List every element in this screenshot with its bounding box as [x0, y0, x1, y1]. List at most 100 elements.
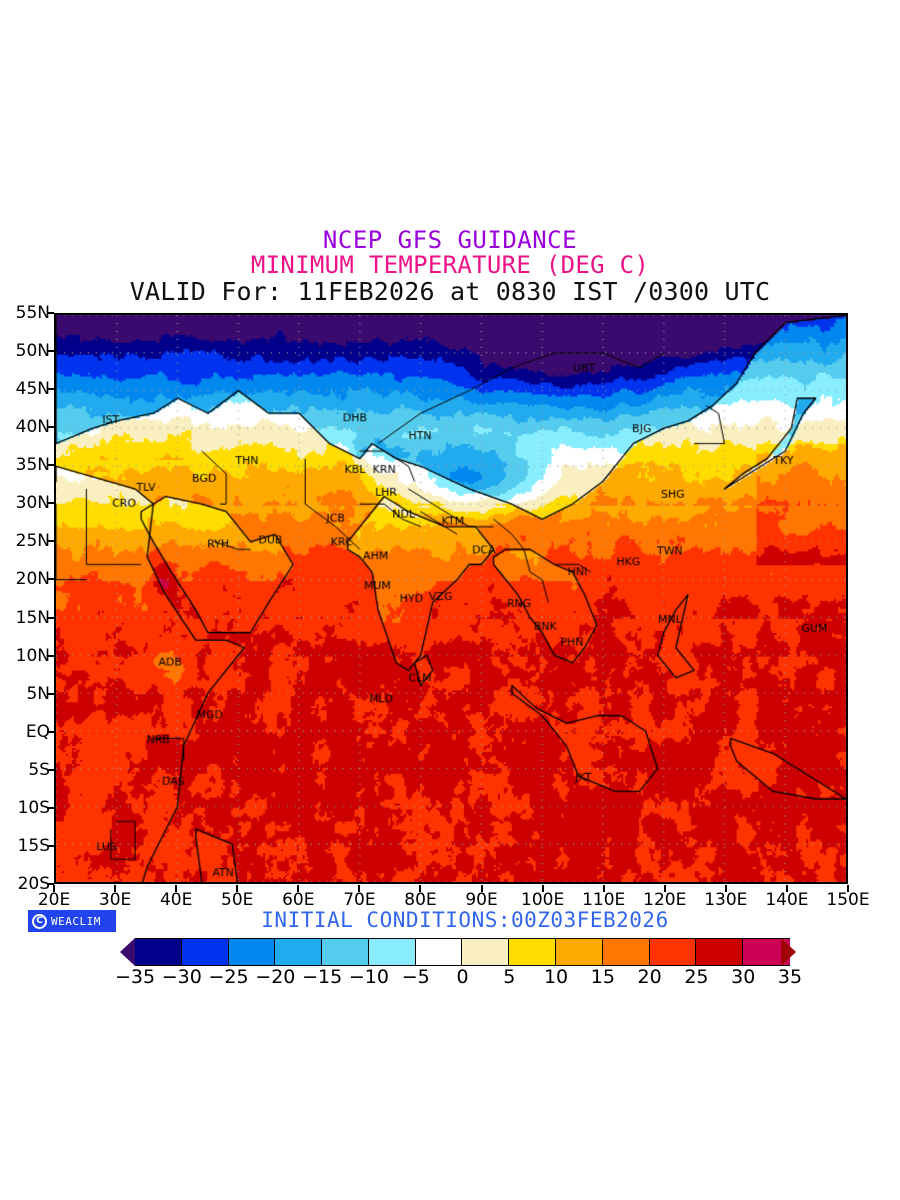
x-axis-label-140E: 140E — [765, 890, 809, 910]
y-axis-tick — [47, 578, 54, 581]
y-axis-tick — [47, 312, 54, 314]
y-axis-tick — [47, 388, 54, 391]
y-axis-label-10N: 10N — [15, 645, 50, 666]
colorbar-band-8 — [509, 939, 557, 965]
x-axis-label-90E: 90E — [465, 890, 498, 910]
page-title-model: NCEP GFS GUIDANCE — [322, 226, 578, 254]
y-axis-label-30N: 30N — [15, 493, 50, 514]
colorbar-tick-20: 20 — [637, 966, 662, 988]
colorbar-over-arrow — [781, 938, 796, 966]
x-axis-label-70E: 70E — [343, 890, 376, 910]
colorbar — [120, 938, 796, 966]
x-axis-tick — [53, 885, 55, 892]
y-axis-label-15N: 15N — [15, 607, 50, 628]
x-axis-label-60E: 60E — [282, 890, 315, 910]
x-axis-label-150E: 150E — [826, 890, 870, 910]
x-axis-tick — [847, 885, 849, 892]
x-axis-tick — [419, 885, 422, 892]
x-axis-label-50E: 50E — [221, 890, 254, 910]
colorbar-tick--10: −10 — [348, 966, 389, 988]
colorbar-tick-15: 15 — [590, 966, 615, 988]
colorbar-band-7 — [462, 939, 510, 965]
colorbar-tick-35: 35 — [777, 966, 803, 988]
y-axis-label-55N: 55N — [15, 303, 50, 323]
y-axis-label-5S: 5S — [28, 759, 50, 780]
y-axis-tick — [47, 616, 54, 619]
x-axis-label-30E: 30E — [98, 890, 132, 910]
colorbar-tick-30: 30 — [731, 966, 756, 988]
temperature-field-canvas — [56, 315, 846, 882]
x-axis-tick — [114, 885, 117, 892]
y-axis-label-40N: 40N — [15, 417, 50, 438]
colorbar-band-5 — [368, 939, 416, 965]
x-axis-label-80E: 80E — [404, 890, 437, 910]
colorbar-band-4 — [322, 939, 369, 965]
y-axis-tick — [47, 883, 54, 885]
y-axis-label-10S: 10S — [17, 797, 50, 818]
colorbar-tick--15: −15 — [302, 966, 343, 988]
colorbar-band-6 — [415, 939, 463, 965]
x-axis-tick — [175, 885, 178, 892]
x-axis-tick — [724, 885, 727, 892]
y-axis-label-EQ: EQ — [25, 721, 50, 742]
y-axis-label-20S: 20S — [17, 874, 50, 894]
x-axis-tick — [541, 885, 544, 892]
colorbar-band-3 — [275, 939, 323, 965]
y-axis-tick — [47, 768, 54, 771]
y-axis-tick — [47, 806, 54, 809]
colorbar-band-9 — [556, 939, 603, 965]
y-axis-tick — [47, 730, 54, 733]
y-axis-label-15S: 15S — [17, 835, 50, 856]
x-axis-tick — [663, 885, 666, 892]
page-title-variable: MINIMUM TEMPERATURE (DEG C) — [250, 251, 650, 280]
x-axis-tick — [602, 885, 605, 892]
y-axis-tick — [47, 426, 54, 429]
logo-label: WEACLIM — [51, 914, 101, 928]
x-axis-tick — [358, 885, 361, 892]
colorbar-tick-25: 25 — [684, 966, 709, 988]
y-axis-label-50N: 50N — [15, 341, 50, 362]
x-axis-label-100E: 100E — [521, 890, 565, 910]
initial-conditions-label: INITIAL CONDITIONS:00Z03FEB2026 — [261, 908, 669, 932]
x-axis-label-40E: 40E — [159, 890, 193, 910]
colorbar-band-11 — [649, 939, 697, 965]
y-axis-label-35N: 35N — [15, 455, 50, 476]
x-axis-tick — [480, 885, 483, 892]
y-axis-label-20N: 20N — [15, 569, 50, 590]
x-axis-tick — [297, 885, 300, 892]
colorbar-tick--30: −30 — [161, 966, 202, 988]
colorbar-tick--25: −25 — [208, 966, 249, 988]
colorbar-tick--5: −5 — [401, 966, 430, 988]
x-axis-label-110E: 110E — [582, 890, 626, 910]
y-axis-tick — [47, 350, 54, 353]
colorbar-band-0 — [135, 939, 182, 965]
colorbar-tick-10: 10 — [543, 966, 569, 988]
map-plot-area[interactable] — [54, 313, 848, 884]
colorbar-band-12 — [696, 939, 744, 965]
colorbar-band-10 — [602, 939, 650, 965]
colorbar-tick--35: −35 — [114, 966, 156, 988]
y-axis-tick — [47, 654, 54, 657]
y-axis-tick — [47, 540, 54, 543]
colorbar-tick-0: 0 — [456, 966, 469, 988]
x-axis-label-130E: 130E — [704, 890, 748, 910]
colorbar-under-arrow — [120, 938, 135, 966]
copyright-icon: C — [32, 913, 47, 929]
y-axis-tick — [47, 502, 54, 505]
colorbar-band-1 — [181, 939, 229, 965]
title-block: NCEP GFS GUIDANCE MINIMUM TEMPERATURE (D… — [0, 226, 900, 305]
y-axis-label-45N: 45N — [15, 379, 50, 400]
x-axis-tick — [236, 885, 239, 892]
y-axis-tick — [47, 464, 54, 467]
colorbar-band-2 — [228, 939, 276, 965]
colorbar-tick-labels: −35 −30 −25 −20 −15 −10 −5 0 5 10 15 20 25 30 35 — [115, 966, 802, 992]
colorbar-tick--20: −20 — [255, 966, 296, 988]
y-axis-tick — [47, 692, 54, 695]
colorbar-tick-5: 5 — [503, 966, 516, 988]
colorbar-bands — [135, 938, 790, 966]
y-axis-label-5N: 5N — [26, 683, 50, 704]
x-axis-tick — [785, 885, 788, 892]
weaclim-logo: C WEACLIM — [28, 910, 116, 932]
y-axis-label-25N: 25N — [15, 531, 50, 552]
